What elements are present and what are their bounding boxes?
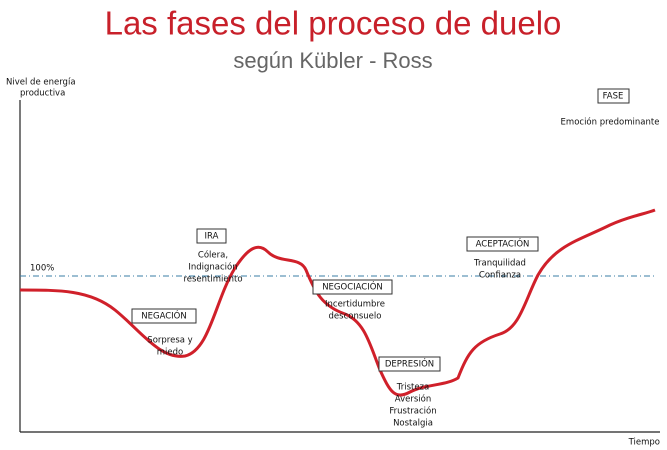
phase-name: DEPRESIÓN — [385, 358, 434, 370]
phase-box — [131, 308, 197, 324]
title: Las fases del proceso de duelo — [105, 5, 562, 42]
subtitle: según Kübler - Ross — [233, 48, 432, 73]
y-axis-label: productiva — [20, 89, 65, 99]
phase-emotion: miedo — [157, 348, 183, 358]
x-axis-label: Tiempo — [628, 438, 660, 448]
phases: NEGACIÓN Sorpresa y miedo IRA Cólera,Indigna… — [131, 228, 539, 429]
phase-box — [312, 279, 393, 295]
phase-emotion: Tristeza — [396, 383, 429, 393]
phase-emotion: Indignación — [188, 262, 237, 273]
key-emotion: Emoción predominante — [561, 117, 660, 128]
key-phase: FASE — [603, 92, 624, 102]
y-axis-label: Nivel de energía — [6, 78, 76, 88]
phase-emotion: Tranquilidad — [473, 259, 526, 269]
phase-name: NEGOCIACIÓN — [322, 281, 383, 293]
reference-label: 100% — [30, 264, 54, 274]
phase-name: NEGACIÓN — [141, 310, 186, 322]
phase-emotion: Incertidumbre — [325, 300, 385, 310]
phase-emotion: Sorpresa y — [147, 336, 192, 346]
phase-emotion: Frustración — [389, 406, 436, 417]
phase-name: ACEPTACIÓN — [476, 238, 530, 250]
phase-emotion: desconsuelo — [329, 312, 382, 322]
curve — [19, 208, 656, 397]
phase-box — [466, 236, 539, 252]
phase-emotion: Aversión — [395, 394, 431, 405]
phase-emotion: resentimiento — [183, 275, 242, 285]
phase-box — [196, 228, 227, 244]
phase-emotion: Nostalgia — [393, 419, 433, 429]
phase-name: IRA — [205, 232, 219, 242]
key-box — [597, 88, 630, 104]
phase-emotion: Confianza — [479, 271, 521, 281]
phase-emotion: Cólera, — [198, 250, 228, 261]
phase-box — [378, 356, 441, 372]
